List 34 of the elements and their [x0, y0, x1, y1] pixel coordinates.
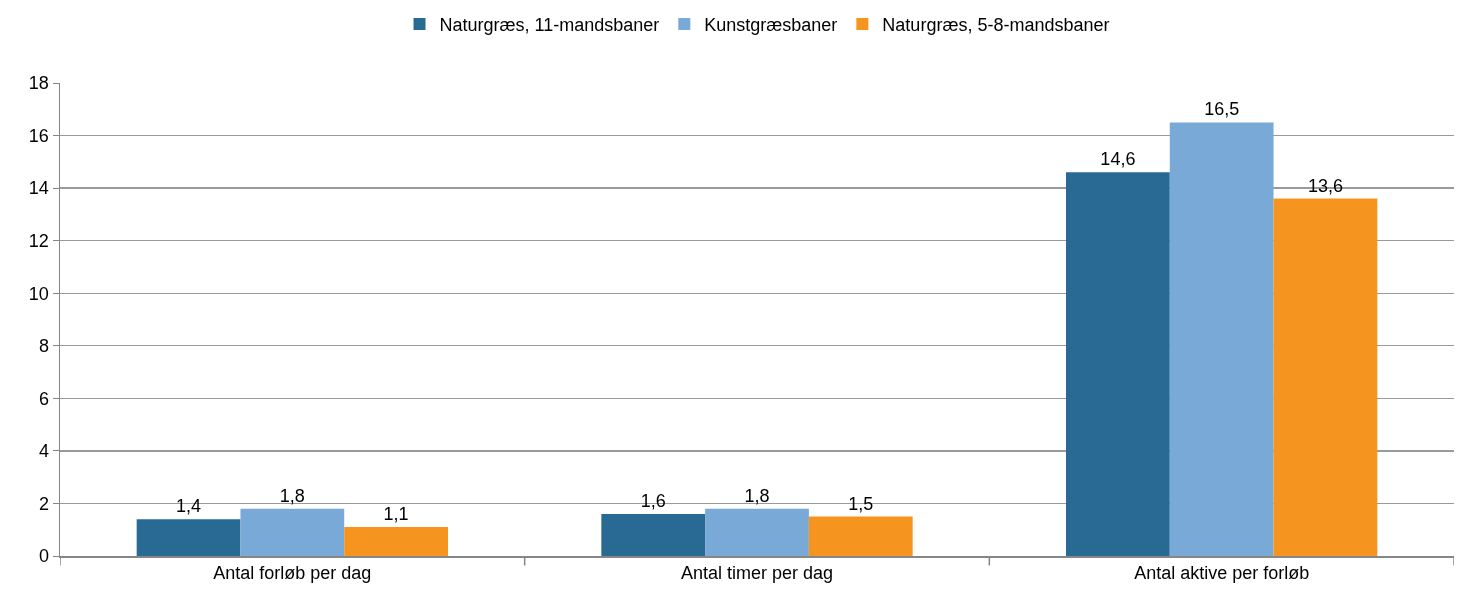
data-label: 13,6: [1307, 175, 1343, 196]
bar: [705, 508, 809, 556]
bar: [136, 519, 241, 556]
y-tick-label: 8: [38, 336, 49, 357]
bar: [1273, 198, 1378, 556]
data-label: 1,8: [744, 485, 770, 506]
bar: [1169, 122, 1274, 556]
data-label: 16,5: [1204, 99, 1240, 120]
data-label: 1,4: [176, 496, 202, 517]
y-tick-label: 2: [38, 493, 49, 514]
x-tick-label: Antal aktive per forløb: [1134, 563, 1310, 584]
y-tick-label: 10: [28, 283, 49, 304]
data-label: 1,6: [640, 490, 666, 511]
y-tick-label: 18: [28, 73, 49, 94]
legend-label: Naturgræs, 11-mandsbaner: [439, 15, 660, 36]
y-tick-label: 14: [28, 178, 49, 199]
y-tick-label: 16: [28, 125, 49, 146]
y-tick-label: 6: [38, 388, 49, 409]
bar: [1066, 172, 1170, 556]
legend-label: Naturgræs, 5-8-mandsbaner: [882, 15, 1110, 36]
data-label: 1,1: [383, 504, 409, 525]
x-tick-label: Antal timer per dag: [680, 563, 834, 584]
bar: [344, 527, 448, 556]
x-tick-label: Antal forløb per dag: [213, 563, 372, 584]
bar: [601, 513, 706, 556]
y-tick-label: 0: [38, 546, 49, 567]
y-tick-label: 4: [38, 441, 49, 462]
data-label: 1,8: [279, 485, 305, 506]
y-tick-label: 12: [28, 230, 49, 251]
legend-label: Kunstgræsbaner: [704, 15, 838, 36]
bar: [808, 516, 913, 556]
bar: [240, 508, 345, 556]
data-label: 14,6: [1100, 149, 1136, 170]
data-label: 1,5: [848, 493, 874, 514]
